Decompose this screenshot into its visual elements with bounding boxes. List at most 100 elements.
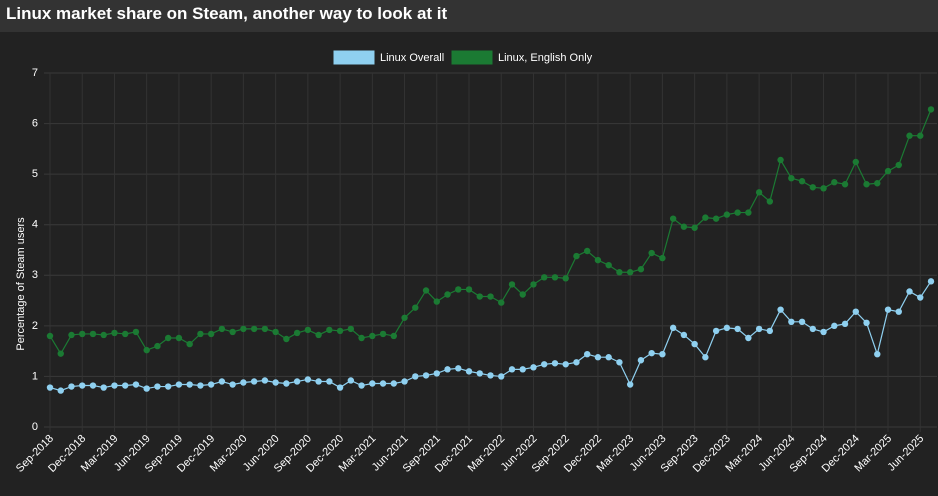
- data-point: [669, 215, 677, 222]
- data-point: [122, 330, 129, 338]
- data-point: [712, 215, 720, 222]
- data-point: [648, 349, 655, 357]
- data-point: [917, 132, 924, 139]
- data-point: [412, 373, 419, 380]
- data-point: [519, 291, 526, 298]
- y-tick-label: 4: [32, 219, 38, 231]
- data-point: [745, 209, 752, 216]
- data-point: [841, 320, 849, 328]
- data-point: [788, 318, 795, 326]
- data-point: [229, 328, 236, 336]
- data-point: [809, 325, 817, 333]
- y-tick-label: 5: [32, 168, 38, 180]
- data-point: [412, 304, 419, 311]
- header-title: Linux market share on Steam, another way…: [0, 0, 938, 32]
- data-point: [884, 167, 892, 175]
- data-point: [89, 382, 97, 389]
- data-point: [68, 331, 75, 339]
- y-tick-label: 0: [32, 421, 38, 433]
- data-point: [573, 359, 580, 366]
- data-point: [648, 249, 655, 257]
- data-point: [745, 334, 752, 342]
- data-point: [444, 291, 451, 298]
- data-point: [573, 252, 580, 260]
- data-point: [132, 381, 140, 388]
- data-point: [669, 324, 677, 332]
- data-point: [143, 346, 150, 354]
- data-point: [734, 209, 741, 216]
- data-point: [680, 223, 688, 230]
- data-point: [476, 370, 483, 377]
- data-point: [207, 330, 215, 338]
- data-point: [315, 331, 322, 339]
- data-point: [906, 132, 913, 139]
- data-point: [659, 254, 666, 262]
- data-point: [809, 184, 817, 191]
- data-point: [401, 314, 408, 321]
- data-point: [304, 326, 312, 334]
- data-point: [895, 161, 902, 169]
- data-point: [605, 261, 612, 269]
- data-point: [755, 325, 763, 333]
- data-point: [583, 247, 591, 255]
- y-tick-label: 3: [32, 269, 38, 281]
- data-point: [583, 350, 591, 358]
- data-point: [820, 328, 827, 336]
- data-point: [508, 281, 516, 288]
- data-point: [336, 384, 344, 391]
- data-point: [240, 325, 247, 333]
- data-point: [293, 378, 301, 385]
- data-point: [218, 325, 226, 333]
- data-point: [841, 181, 849, 188]
- data-point: [197, 330, 204, 338]
- data-point: [379, 380, 387, 387]
- data-point: [100, 331, 107, 339]
- data-point: [476, 293, 483, 300]
- data-point: [691, 340, 698, 348]
- data-point: [798, 318, 806, 326]
- data-point: [79, 382, 86, 389]
- data-point: [122, 382, 129, 389]
- data-point: [100, 384, 107, 391]
- data-point: [369, 332, 376, 340]
- data-point: [261, 325, 269, 333]
- data-point: [852, 158, 859, 166]
- data-point: [927, 278, 935, 285]
- data-point: [626, 269, 634, 276]
- series-line: [49, 109, 932, 355]
- data-point: [777, 156, 784, 164]
- data-point: [89, 330, 97, 338]
- data-point: [111, 329, 118, 337]
- data-point: [455, 365, 462, 372]
- data-point: [831, 179, 838, 186]
- data-point: [723, 211, 731, 218]
- data-point: [863, 319, 870, 327]
- data-point: [616, 269, 623, 276]
- data-point: [272, 379, 279, 386]
- data-point: [530, 364, 537, 371]
- data-point: [917, 294, 924, 301]
- data-point: [895, 308, 902, 315]
- data-point: [197, 382, 204, 389]
- data-point: [207, 381, 215, 388]
- data-point: [551, 274, 559, 281]
- data-point: [927, 106, 935, 113]
- data-point: [702, 214, 709, 221]
- data-point: [164, 383, 172, 390]
- data-point: [487, 293, 494, 300]
- data-point: [874, 350, 881, 358]
- data-point: [261, 377, 269, 384]
- data-point: [691, 224, 698, 231]
- data-point: [390, 380, 398, 387]
- data-point: [519, 366, 526, 373]
- data-point: [874, 180, 881, 187]
- data-point: [57, 350, 64, 357]
- data-point: [68, 383, 75, 390]
- data-point: [659, 350, 666, 358]
- data-point: [541, 361, 548, 368]
- y-tick-label: 2: [32, 320, 38, 332]
- data-point: [390, 332, 398, 340]
- legend-label: Linux, English Only: [498, 52, 593, 64]
- data-point: [283, 380, 290, 387]
